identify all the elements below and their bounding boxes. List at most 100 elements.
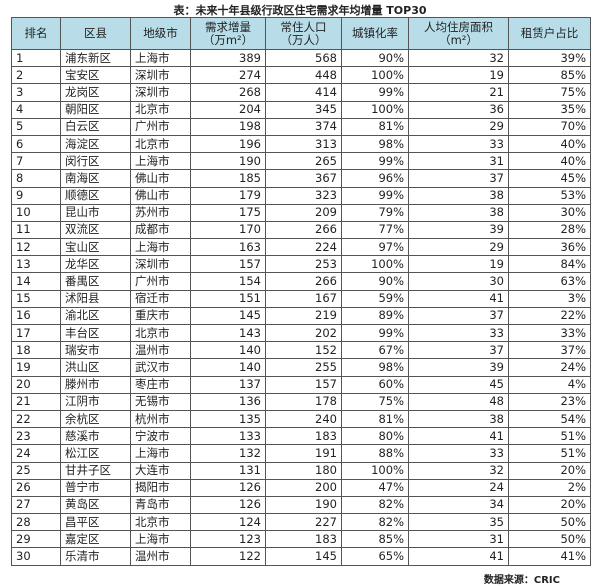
cell-rank: 3 bbox=[11, 83, 61, 102]
cell-per-capita-area: 38 bbox=[408, 203, 509, 222]
cell-city: 上海市 bbox=[130, 444, 191, 463]
cell-city: 温州市 bbox=[130, 547, 191, 566]
table-row: 3 龙岗区 深圳市 268 414 99% 21 75% bbox=[11, 83, 591, 102]
cell-district: 昆山市 bbox=[60, 203, 131, 222]
cell-rental-share: 45% bbox=[508, 169, 591, 188]
cell-rank: 15 bbox=[11, 289, 61, 308]
cell-district: 番禺区 bbox=[60, 272, 131, 291]
table-row: 5 白云区 广州市 198 374 81% 29 70% bbox=[11, 117, 591, 136]
cell-urbanization-rate: 100% bbox=[341, 100, 409, 119]
cell-population: 219 bbox=[265, 306, 342, 326]
table-row: 9 顺德区 佛山市 179 323 99% 38 53% bbox=[11, 186, 591, 205]
cell-urbanization-rate: 75% bbox=[341, 392, 409, 411]
cell-urbanization-rate: 100% bbox=[341, 461, 409, 480]
cell-district: 江阴市 bbox=[60, 392, 131, 411]
cell-population: 266 bbox=[265, 272, 342, 291]
cell-rental-share: 50% bbox=[508, 513, 591, 532]
cell-rental-share: 53% bbox=[508, 186, 591, 205]
column-header-rank: 排名 bbox=[11, 17, 61, 50]
cell-rank: 18 bbox=[11, 341, 61, 360]
cell-population: 414 bbox=[265, 83, 342, 102]
cell-rental-share: 20% bbox=[508, 461, 591, 480]
cell-urbanization-rate: 97% bbox=[341, 238, 409, 257]
cell-rental-share: 41% bbox=[508, 547, 591, 566]
cell-rank: 21 bbox=[11, 392, 61, 411]
cell-demand-increment: 163 bbox=[190, 238, 266, 257]
table-row: 27 黄岛区 青岛市 126 190 82% 34 20% bbox=[11, 495, 591, 515]
cell-city: 无锡市 bbox=[130, 392, 191, 411]
cell-urbanization-rate: 65% bbox=[341, 547, 409, 566]
cell-city: 枣庄市 bbox=[130, 375, 191, 394]
cell-demand-increment: 170 bbox=[190, 220, 266, 240]
cell-district: 昌平区 bbox=[60, 513, 131, 532]
cell-district: 普宁市 bbox=[60, 478, 131, 497]
cell-per-capita-area: 29 bbox=[408, 238, 509, 257]
cell-city: 温州市 bbox=[130, 341, 191, 360]
cell-urbanization-rate: 82% bbox=[341, 495, 409, 515]
cell-per-capita-area: 36 bbox=[408, 100, 509, 119]
cell-per-capita-area: 39 bbox=[408, 220, 509, 240]
cell-city: 北京市 bbox=[130, 323, 191, 343]
cell-city: 成都市 bbox=[130, 220, 191, 240]
table-row: 12 宝山区 上海市 163 224 97% 29 36% bbox=[11, 238, 591, 257]
cell-rank: 7 bbox=[11, 152, 61, 171]
cell-district: 嘉定区 bbox=[60, 530, 131, 549]
cell-rental-share: 23% bbox=[508, 392, 591, 411]
cell-demand-increment: 145 bbox=[190, 306, 266, 326]
cell-rental-share: 51% bbox=[508, 444, 591, 463]
table-row: 19 洪山区 武汉市 140 255 98% 39 24% bbox=[11, 358, 591, 377]
cell-city: 深圳市 bbox=[130, 66, 191, 85]
cell-urbanization-rate: 77% bbox=[341, 220, 409, 240]
cell-population: 448 bbox=[265, 66, 342, 85]
cell-per-capita-area: 37 bbox=[408, 306, 509, 326]
table-row: 8 南海区 佛山市 185 367 96% 37 45% bbox=[11, 169, 591, 188]
cell-rank: 9 bbox=[11, 186, 61, 205]
cell-rank: 11 bbox=[11, 220, 61, 240]
cell-per-capita-area: 48 bbox=[408, 392, 509, 411]
cell-city: 北京市 bbox=[130, 134, 191, 154]
cell-district: 洪山区 bbox=[60, 358, 131, 377]
cell-rental-share: 85% bbox=[508, 66, 591, 85]
cell-per-capita-area: 30 bbox=[408, 272, 509, 291]
table-row: 28 昌平区 北京市 124 227 82% 35 50% bbox=[11, 513, 591, 532]
cell-demand-increment: 137 bbox=[190, 375, 266, 394]
cell-population: 200 bbox=[265, 478, 342, 497]
cell-demand-increment: 154 bbox=[190, 272, 266, 291]
cell-per-capita-area: 32 bbox=[408, 48, 509, 68]
cell-rental-share: 51% bbox=[508, 427, 591, 446]
cell-city: 上海市 bbox=[130, 238, 191, 257]
cell-urbanization-rate: 47% bbox=[341, 478, 409, 497]
cell-city: 广州市 bbox=[130, 117, 191, 136]
cell-per-capita-area: 41 bbox=[408, 289, 509, 308]
cell-demand-increment: 123 bbox=[190, 530, 266, 549]
cell-rank: 27 bbox=[11, 495, 61, 515]
table-row: 17 丰台区 北京市 143 202 99% 33 33% bbox=[11, 323, 591, 343]
cell-urbanization-rate: 79% bbox=[341, 203, 409, 222]
table-row: 26 普宁市 揭阳市 126 200 47% 24 2% bbox=[11, 478, 591, 497]
cell-district: 松江区 bbox=[60, 444, 131, 463]
cell-rank: 23 bbox=[11, 427, 61, 446]
cell-population: 183 bbox=[265, 530, 342, 549]
cell-per-capita-area: 33 bbox=[408, 134, 509, 154]
cell-urbanization-rate: 82% bbox=[341, 513, 409, 532]
cell-urbanization-rate: 67% bbox=[341, 341, 409, 360]
cell-city: 北京市 bbox=[130, 513, 191, 532]
cell-rental-share: 84% bbox=[508, 255, 591, 274]
cell-district: 宝安区 bbox=[60, 66, 131, 85]
cell-rank: 5 bbox=[11, 117, 61, 136]
cell-population: 167 bbox=[265, 289, 342, 308]
cell-demand-increment: 131 bbox=[190, 461, 266, 480]
cell-rank: 1 bbox=[11, 48, 61, 68]
data-table: 排名 区县 地级市 需求增量 （万m²） 常住人口 （万人） 城镇化率 人均住房面积 （m²… bbox=[11, 17, 591, 566]
table-row: 2 宝安区 深圳市 274 448 100% 19 85% bbox=[11, 66, 591, 85]
cell-district: 朝阳区 bbox=[60, 100, 131, 119]
cell-urbanization-rate: 88% bbox=[341, 444, 409, 463]
cell-demand-increment: 274 bbox=[190, 66, 266, 85]
cell-demand-increment: 143 bbox=[190, 323, 266, 343]
cell-urbanization-rate: 85% bbox=[341, 530, 409, 549]
cell-per-capita-area: 24 bbox=[408, 478, 509, 497]
cell-urbanization-rate: 80% bbox=[341, 427, 409, 446]
cell-rank: 30 bbox=[11, 547, 61, 566]
cell-population: 568 bbox=[265, 48, 342, 68]
cell-population: 224 bbox=[265, 238, 342, 257]
